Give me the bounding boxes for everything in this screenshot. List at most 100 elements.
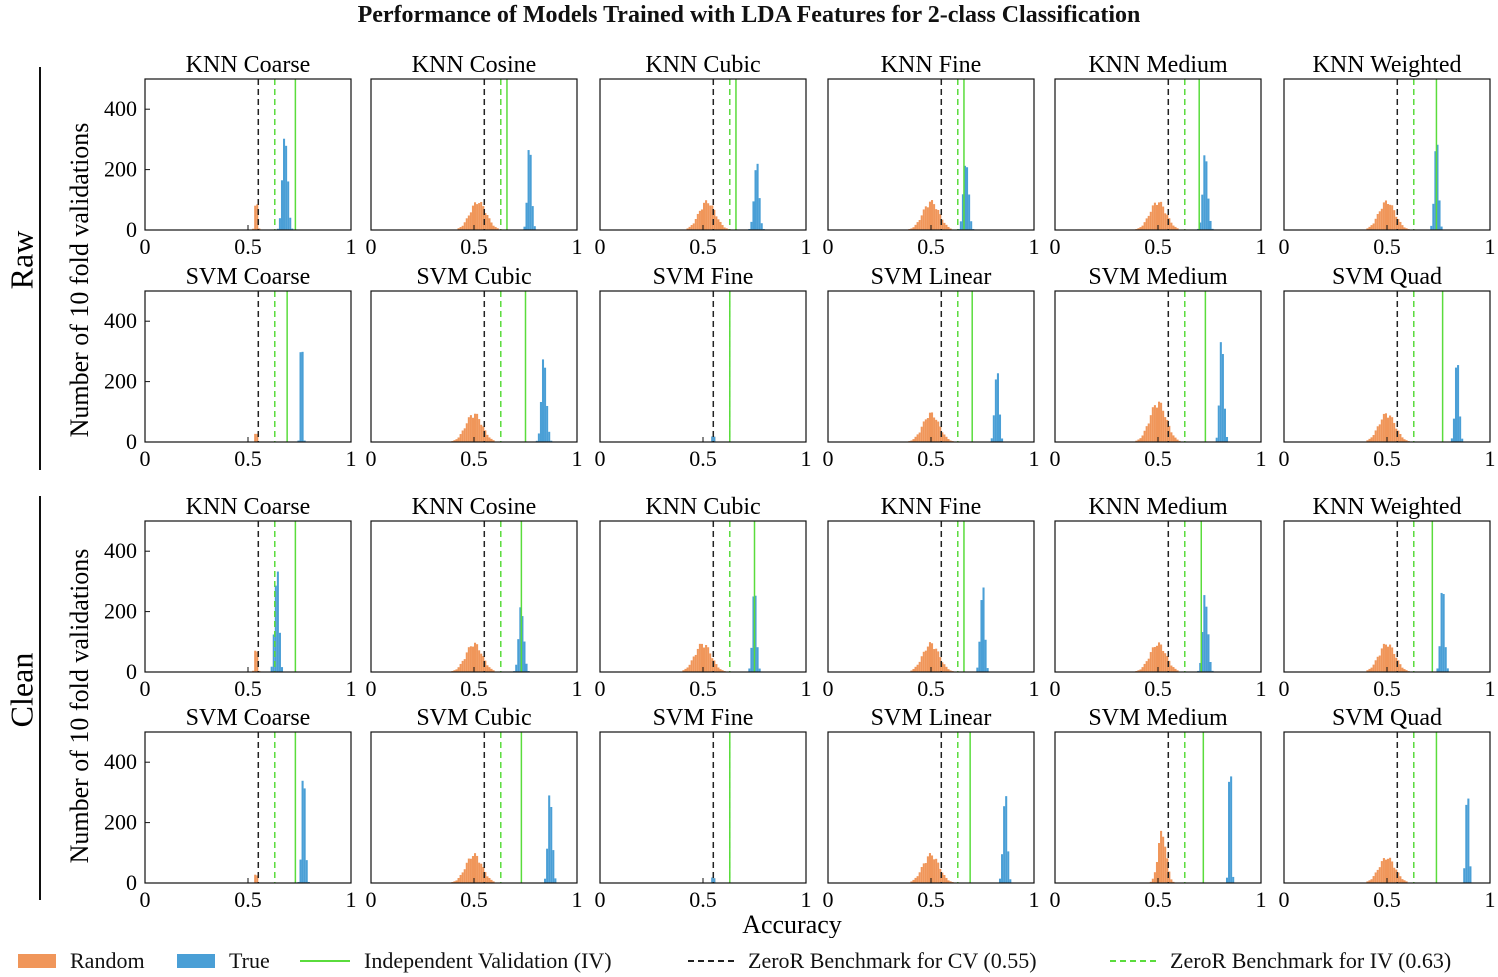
random-bar [471, 856, 474, 883]
random-bar [928, 201, 931, 230]
random-bar [486, 876, 489, 883]
random-bar [492, 881, 495, 883]
random-bar [692, 223, 695, 230]
random-bar [922, 209, 925, 230]
random-bar [1151, 205, 1154, 230]
panel-frame [144, 520, 352, 673]
legend-item-zeror-cv: ZeroR Benchmark for CV (0.55) [688, 946, 1037, 976]
random-bar [1137, 670, 1140, 672]
random-bar [256, 875, 259, 883]
random-bar [1387, 858, 1390, 883]
x-tick-label: 0.5 [917, 887, 945, 912]
x-tick-label: 0 [595, 887, 606, 912]
random-bar [471, 205, 474, 230]
random-bar [935, 209, 938, 230]
random-bar [711, 205, 714, 230]
random-bar [488, 877, 491, 883]
true-bar [1205, 606, 1208, 672]
y-tick-label: 200 [104, 157, 137, 182]
true-bar [756, 647, 759, 672]
panel-frame [599, 731, 807, 884]
random-bar [492, 225, 495, 230]
random-bar [1162, 836, 1165, 883]
true-bar [303, 440, 306, 442]
x-tick-label: 0.5 [234, 234, 262, 259]
random-bar [471, 646, 474, 672]
x-tick-label: 0.5 [460, 887, 488, 912]
true-bar [990, 438, 993, 442]
random-bar [453, 440, 456, 442]
random-bar [476, 644, 479, 672]
random-bar [949, 881, 952, 883]
x-tick-label: 1 [801, 887, 812, 912]
random-bar [1374, 218, 1377, 230]
panel-raw-svm-fine: SVM Fine 0 0.5 1 [595, 264, 812, 471]
true-bar [1003, 806, 1006, 883]
true-bar [1207, 634, 1210, 672]
true-bar [289, 217, 292, 230]
random-bar [1372, 435, 1375, 442]
true-bar [1199, 222, 1202, 230]
true-bar [1465, 804, 1468, 883]
true-bar [1005, 796, 1008, 883]
true-bar [1440, 592, 1443, 672]
random-bar [474, 202, 477, 230]
random-bar [1403, 880, 1406, 883]
panel-clean-knn-fine: KNN Fine 0 0.5 1 [823, 494, 1040, 701]
random-bar [1155, 645, 1158, 672]
panel-title: SVM Linear [871, 705, 992, 731]
random-bar [707, 647, 710, 672]
random-bar [1389, 644, 1392, 672]
panel-title: SVM Cubic [416, 705, 531, 731]
true-bar [525, 202, 528, 230]
true-bar [1215, 437, 1218, 442]
legend-line-zeror-cv [688, 960, 734, 962]
random-bar [910, 881, 913, 883]
random-bar [1151, 878, 1154, 883]
true-bar [1436, 144, 1439, 230]
random-bar [474, 413, 477, 442]
random-bar [941, 662, 944, 672]
x-tick-label: 0 [1050, 887, 1061, 912]
random-bar [1380, 419, 1383, 442]
panel-title: KNN Fine [881, 52, 982, 78]
random-bar [937, 862, 940, 883]
random-bar [1393, 867, 1396, 883]
random-bar [918, 432, 921, 442]
legend-label-zeror-iv: ZeroR Benchmark for IV (0.63) [1170, 948, 1452, 973]
random-bar [694, 219, 697, 230]
legend: Random True Independent Validation (IV) … [0, 938, 1498, 977]
x-tick-label: 1 [1029, 887, 1040, 912]
random-bar [914, 224, 917, 230]
x-tick-label: 0.5 [1373, 446, 1401, 471]
random-bar [941, 432, 944, 442]
true-bar [713, 436, 716, 442]
random-bar [1174, 437, 1177, 442]
random-bar [928, 642, 931, 672]
true-bar [754, 595, 757, 672]
legend-item-random: Random [18, 946, 145, 976]
random-bar [698, 210, 701, 230]
panel-title: SVM Coarse [186, 264, 311, 290]
random-bar [1374, 872, 1377, 883]
true-bar [301, 780, 304, 883]
random-bar [935, 419, 938, 442]
x-tick-label: 0 [140, 676, 151, 701]
random-bar [254, 650, 257, 672]
random-bar [939, 657, 942, 672]
random-bar [474, 642, 477, 672]
random-bar [1141, 667, 1144, 672]
true-bar [531, 206, 534, 230]
random-bar [459, 227, 462, 230]
random-bar [914, 877, 917, 883]
true-bar [539, 401, 542, 442]
random-bar [1143, 663, 1146, 672]
x-tick-label: 1 [801, 234, 812, 259]
random-bar [1376, 869, 1379, 883]
random-bar [912, 439, 915, 442]
x-tick-label: 0 [366, 234, 377, 259]
x-tick-label: 0 [140, 887, 151, 912]
panel-title: SVM Medium [1088, 264, 1228, 290]
random-bar [1395, 216, 1398, 230]
true-bar [1446, 668, 1449, 672]
